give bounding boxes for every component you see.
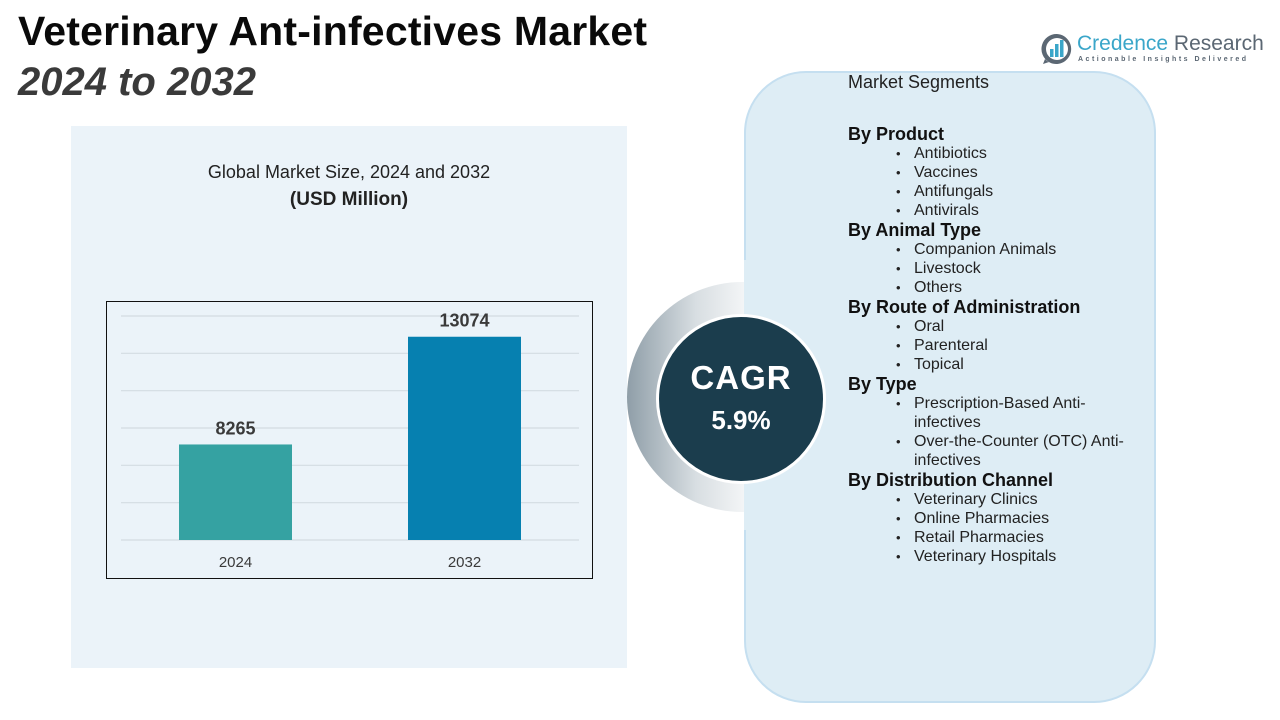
segment-item: Veterinary Hospitals — [848, 547, 1148, 566]
segment-item: Vaccines — [848, 163, 1148, 182]
bar-2024 — [179, 444, 292, 540]
segment-item: Others — [848, 278, 1148, 297]
chart-unit: (USD Million) — [289, 189, 409, 210]
page-title: Veterinary Ant-infectives Market — [18, 8, 648, 54]
logo-name-credence: Credence — [1077, 32, 1169, 55]
segment-item: Antifungals — [848, 182, 1148, 201]
x-tick-label: 2032 — [448, 554, 481, 571]
segment-item: Retail Pharmacies — [848, 528, 1148, 547]
segment-items: Prescription-Based Anti-infectivesOver-t… — [848, 394, 1148, 470]
segment-group: By Animal TypeCompanion AnimalsLivestock… — [848, 220, 1148, 297]
segments-list: By ProductAntibioticsVaccinesAntifungals… — [848, 124, 1148, 566]
page-subtitle: 2024 to 2032 — [18, 60, 256, 104]
segment-group-label: By Type — [848, 374, 917, 394]
bar-2032 — [408, 336, 521, 540]
segment-item: Prescription-Based Anti-infectives — [848, 394, 1148, 432]
segments-title: Market Segments — [848, 72, 990, 92]
segment-item: Antibiotics — [848, 144, 1148, 163]
cagr-value: 5.9% — [711, 405, 771, 435]
segment-item: Online Pharmacies — [848, 509, 1148, 528]
credence-research-logo: Credence Research Actionable Insights De… — [1040, 30, 1270, 70]
bar-chart: 8265 2024 13074 2032 — [106, 301, 593, 579]
segment-group-label: By Route of Administration — [848, 297, 1081, 317]
data-label: 13074 — [439, 311, 489, 331]
segment-group: By ProductAntibioticsVaccinesAntifungals… — [848, 124, 1148, 220]
segment-item: Livestock — [848, 259, 1148, 278]
segment-group-label: By Distribution Channel — [848, 470, 1054, 490]
segment-items: OralParenteralTopical — [848, 317, 1148, 374]
segment-group: By Route of AdministrationOralParenteral… — [848, 297, 1148, 374]
data-label: 8265 — [215, 418, 255, 438]
segment-item: Parenteral — [848, 336, 1148, 355]
segment-item: Companion Animals — [848, 240, 1148, 259]
segment-items: AntibioticsVaccinesAntifungalsAntivirals — [848, 144, 1148, 220]
logo-name-research: Research — [1168, 32, 1264, 55]
segment-item: Antivirals — [848, 201, 1148, 220]
logo-wordmark: Credence Research — [1077, 32, 1264, 56]
segment-group-label: By Animal Type — [848, 220, 982, 240]
segment-items: Veterinary ClinicsOnline PharmaciesRetai… — [848, 490, 1148, 566]
bar-chart-speech-bubble-icon — [1041, 33, 1072, 64]
bar-chart-svg: 8265 2024 13074 2032 — [121, 311, 579, 571]
segment-item: Over-the-Counter (OTC) Anti-infectives — [848, 432, 1148, 470]
segment-group: By TypePrescription-Based Anti-infective… — [848, 374, 1148, 470]
cagr-badge: CAGR 5.9% — [656, 314, 826, 484]
x-tick-label: 2024 — [219, 554, 252, 571]
segment-item: Topical — [848, 355, 1148, 374]
segment-items: Companion AnimalsLivestockOthers — [848, 240, 1148, 297]
segment-group-label: By Product — [848, 124, 945, 144]
chart-title: Global Market Size, 2024 and 2032 — [207, 162, 491, 182]
segment-item: Veterinary Clinics — [848, 490, 1148, 509]
segment-item: Oral — [848, 317, 1148, 336]
segment-group: By Distribution ChannelVeterinary Clinic… — [848, 470, 1148, 566]
cagr-label: CAGR — [690, 359, 792, 396]
logo-tagline: Actionable Insights Delivered — [1078, 56, 1249, 63]
